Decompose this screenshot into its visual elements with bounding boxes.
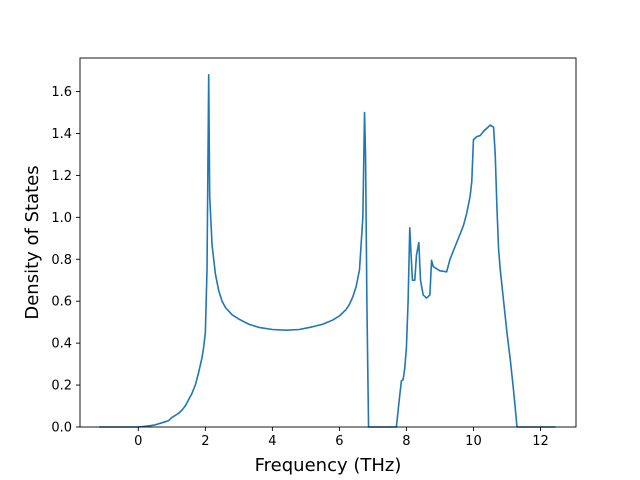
y-axis-ticks: 0.0 0.2 0.4 0.6 0.8 1.0 1.2 1.4 1.6: [51, 85, 80, 436]
y-axis-title: Density of States: [22, 165, 43, 319]
x-tick-label: 2: [201, 434, 209, 449]
y-tick-label: 1.0: [51, 211, 72, 226]
x-axis-ticks: 0 2 4 6 8 10 12: [134, 427, 549, 449]
x-tick-label: 4: [268, 434, 276, 449]
x-tick-label: 6: [335, 434, 343, 449]
y-tick-label: 0.2: [51, 379, 72, 394]
y-tick-label: 0.0: [51, 421, 72, 436]
y-tick-label: 0.6: [51, 295, 72, 310]
x-axis-title: Frequency (THz): [255, 455, 402, 476]
x-tick-label: 0: [134, 434, 142, 449]
x-tick-label: 10: [465, 434, 482, 449]
y-tick-label: 1.2: [51, 169, 72, 184]
axes-frame: [79, 57, 577, 428]
y-tick-label: 0.8: [51, 253, 72, 268]
plot-area: [99, 73, 556, 428]
y-tick-label: 1.4: [51, 127, 72, 142]
y-tick-label: 0.4: [51, 337, 72, 352]
dos-series-line: [99, 73, 556, 428]
x-tick-label: 8: [402, 434, 410, 449]
x-tick-label: 12: [532, 434, 549, 449]
y-tick-label: 1.6: [51, 85, 72, 100]
